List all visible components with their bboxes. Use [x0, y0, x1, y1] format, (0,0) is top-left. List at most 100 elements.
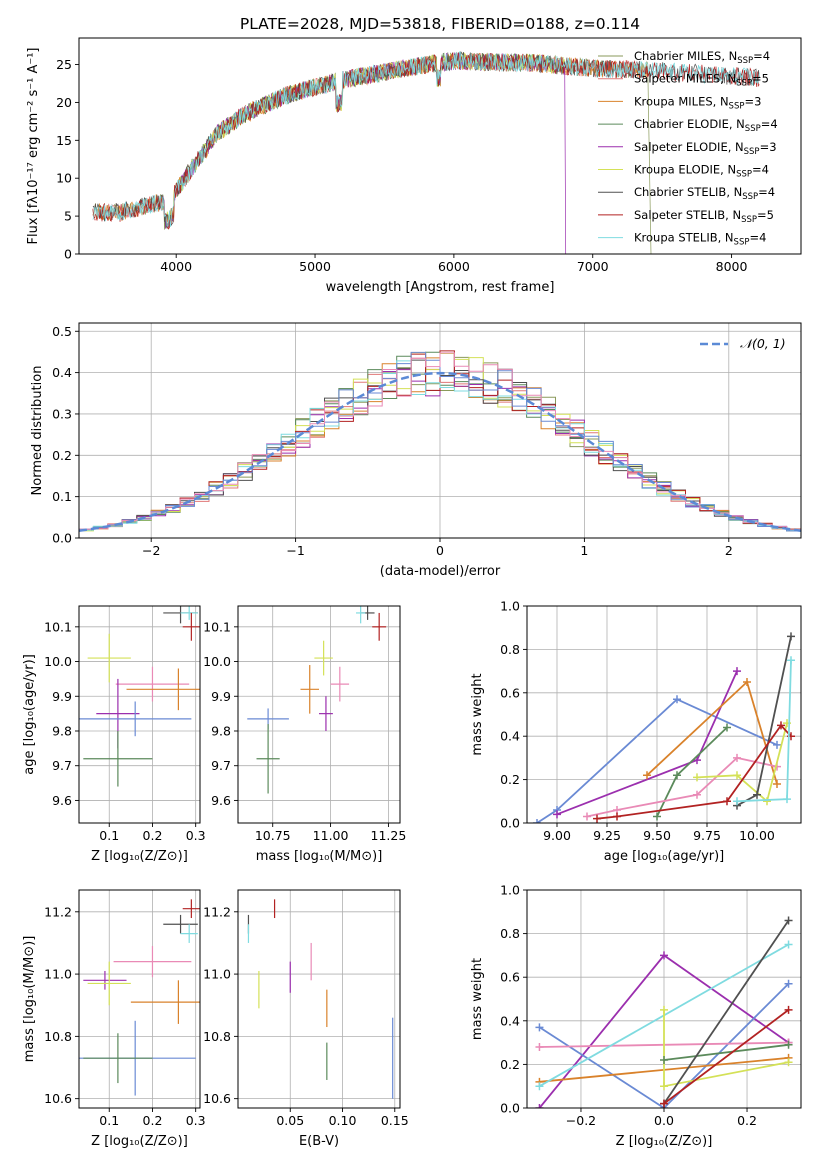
y-tick-label: 9.9 [52, 689, 72, 704]
panel-z-weight: −0.2 0.0 0.2 0.0 0.2 0.4 0.6 0.8 1.0 Z [log₁₀(Z/Z… [470, 883, 802, 1149]
panel-z-mass: 0.1 0.2 0.3 10.6 10.8 11.0 11.2 Z [log₁₀(Z/Z⊙)]… [22, 889, 206, 1149]
axes-frame [78, 605, 201, 824]
legend-label: Chabrier STELIB, NSSP=4 [634, 185, 775, 202]
y-tick-label: 0.0 [52, 531, 72, 546]
weight-marker [763, 797, 771, 806]
x-tick-label: 8000 [716, 259, 748, 274]
y-tick-label: 0.8 [500, 926, 520, 941]
panel-z-age: 0.1 0.2 0.3 9.6 9.7 9.8 9.9 10.0 10.1 Z [log₁₀(Z/… [22, 605, 206, 864]
plot-area [79, 350, 801, 533]
x-tick-label: 0.1 [99, 1113, 119, 1128]
plot-area [79, 606, 200, 787]
y-axis-label: Flux [fλ10⁻¹⁷ erg cm⁻² s⁻¹ A⁻¹] [26, 48, 41, 245]
x-tick-label: 4000 [160, 259, 192, 274]
x-tick-label: −0.2 [566, 1113, 596, 1128]
y-tick-label: 11.0 [44, 967, 72, 982]
x-axis-label: Z [log₁₀(Z/Z⊙)] [616, 1134, 713, 1149]
x-tick-label: 0.15 [381, 1113, 409, 1128]
x-axis-label: E(B-V) [299, 1134, 339, 1149]
spectrum-line [92, 52, 652, 254]
y-axis-label: Normed distribution [30, 366, 45, 496]
weight-marker [733, 797, 741, 806]
weight-marker [693, 773, 701, 782]
y-tick-label: 10 [56, 171, 72, 186]
weight-line [539, 983, 790, 1108]
axes-frame [78, 37, 802, 255]
weight-marker [643, 771, 651, 780]
weight-marker [784, 916, 793, 925]
weight-marker [693, 790, 701, 799]
weight-marker [535, 1042, 544, 1051]
y-tick-label: 10.8 [203, 1029, 231, 1044]
x-tick-label: 0.3 [186, 828, 206, 843]
x-tick-label: −2 [142, 543, 160, 558]
panel-spectrum: 4000 5000 6000 7000 8000 0 5 10 15 20 25 wavelength… [26, 37, 802, 295]
y-tick-label: 0.6 [500, 970, 520, 985]
y-tick-label: 9.6 [52, 793, 72, 808]
plot-area [535, 916, 793, 1108]
weight-marker [673, 695, 681, 704]
y-tick-label: 10.1 [203, 619, 231, 634]
weight-marker [784, 1040, 793, 1049]
weight-marker [733, 667, 741, 676]
y-tick-label: 0.4 [500, 729, 520, 744]
legend-label: Chabrier MILES, NSSP=4 [634, 49, 770, 66]
y-tick-label: 11.2 [44, 904, 72, 919]
x-tick-label: 9.50 [643, 828, 671, 843]
x-tick-label: 0.2 [143, 828, 163, 843]
x-tick-label: 10.75 [255, 828, 291, 843]
plot-area [92, 51, 760, 254]
weight-marker [660, 1082, 668, 1091]
y-tick-label: 10.0 [44, 654, 72, 669]
weight-marker [784, 940, 793, 949]
plot-area [79, 899, 200, 1096]
weight-marker [553, 810, 561, 819]
weight-line [536, 698, 778, 823]
weight-marker [784, 1005, 793, 1014]
y-tick-label: 0.5 [52, 324, 72, 339]
y-tick-label: 1.0 [500, 599, 520, 614]
x-axis-label: wavelength [Angstrom, rest frame] [326, 280, 555, 295]
y-tick-label: 0 [64, 247, 72, 262]
y-tick-label: 0.6 [500, 685, 520, 700]
x-tick-label: 0 [436, 543, 444, 558]
weight-marker [723, 723, 731, 732]
weight-marker [535, 1104, 544, 1108]
panel-residuals: −2 −1 0 1 2 0.0 0.1 0.2 0.3 0.4 0.5 (data-model)/er… [30, 322, 802, 579]
legend-label: 𝒩(0, 1) [740, 336, 786, 351]
y-tick-label: 9.8 [211, 723, 231, 738]
x-axis-label: mass [log₁₀(M/M⊙)] [256, 849, 383, 864]
plots-layer: 4000 5000 6000 7000 80000510152025wavelength… [22, 37, 802, 1149]
y-tick-label: 0.1 [52, 489, 72, 504]
weight-marker [773, 740, 781, 749]
x-tick-label: 5000 [299, 259, 331, 274]
y-tick-label: 0.4 [500, 1013, 520, 1028]
weight-marker [733, 771, 741, 780]
x-tick-label: 6000 [438, 259, 470, 274]
y-tick-label: 9.9 [211, 689, 231, 704]
y-axis-label: age [log₁₀(age/yr)] [22, 654, 37, 775]
weight-marker [777, 721, 785, 730]
legend-label: Salpeter STELIB, NSSP=5 [634, 208, 774, 225]
x-tick-label: 0.3 [186, 1113, 206, 1128]
x-axis-label: Z [log₁₀(Z/Z⊙)] [91, 849, 188, 864]
y-tick-label: 9.7 [211, 758, 231, 773]
weight-marker [583, 812, 591, 821]
weight-line [663, 1043, 789, 1061]
legend-label: Salpeter MILES, NSSP=5 [634, 72, 769, 89]
panel-age-weight: 9.00 9.25 9.50 9.75 10.00 0.0 0.2 0.4 0.6 0.8 1.0 a… [470, 599, 802, 864]
x-axis-label: age [log₁₀(age/yr)] [604, 849, 725, 864]
weight-marker [773, 779, 781, 788]
x-tick-label: 9.00 [543, 828, 571, 843]
weight-line [696, 722, 788, 803]
x-tick-label: 0.1 [99, 828, 119, 843]
x-tick-label: 9.75 [693, 828, 721, 843]
y-tick-label: 0.2 [52, 448, 72, 463]
y-tick-label: 0.0 [500, 816, 520, 831]
weight-line [663, 919, 790, 1105]
weight-line [663, 1009, 790, 1105]
legend-label: Kroupa MILES, NSSP=3 [634, 94, 761, 111]
weight-marker [787, 656, 795, 665]
weight-marker [535, 1023, 544, 1032]
